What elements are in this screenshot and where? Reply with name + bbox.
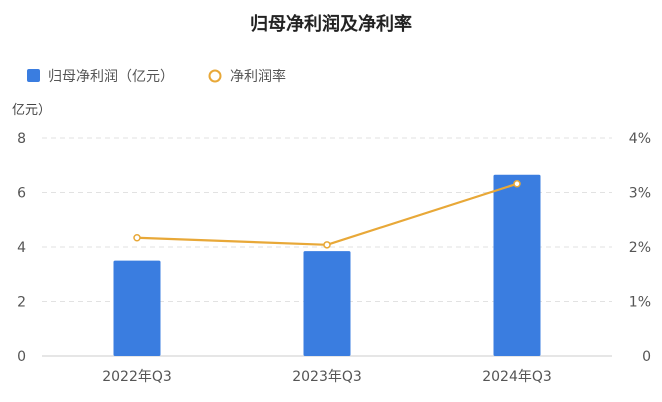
y-right-tick-label: 2% xyxy=(629,240,651,256)
y-left-tick-label: 6 xyxy=(17,186,26,202)
legend-swatch-bar xyxy=(27,69,40,82)
legend-swatch-line xyxy=(208,69,222,83)
x-tick-label: 2024年Q3 xyxy=(482,369,552,385)
y-right-tick-label: 4% xyxy=(629,131,651,147)
line-series xyxy=(133,180,521,249)
x-tick-label: 2023年Q3 xyxy=(292,369,362,385)
x-axis: 2022年Q3 2023年Q3 2024年Q3 xyxy=(102,369,552,385)
line-point xyxy=(323,241,331,249)
bar xyxy=(493,174,541,356)
legend: 归母净利润（亿元） 净利润率 xyxy=(27,68,286,85)
y-right-tick-label: 3% xyxy=(629,186,651,202)
legend-label-line: 净利润率 xyxy=(230,68,286,85)
y-left-tick-label: 2 xyxy=(17,295,26,311)
bar xyxy=(113,260,161,356)
line-point xyxy=(513,180,521,188)
y-left-tick-label: 4 xyxy=(17,240,26,256)
y-axis-unit: 亿元） xyxy=(12,103,51,118)
y-right-tick-label: 0 xyxy=(642,349,651,365)
bar xyxy=(303,251,351,356)
x-tick-label: 2022年Q3 xyxy=(102,369,172,385)
bar-series xyxy=(113,174,541,356)
y-right-tick-label: 1% xyxy=(629,295,651,311)
y-axis-right: 0 1% 2% 3% 4% xyxy=(629,131,651,365)
y-axis-left: 0 2 4 6 8 xyxy=(17,131,26,365)
y-left-tick-label: 8 xyxy=(17,131,26,147)
legend-label-bar: 归母净利润（亿元） xyxy=(48,68,174,85)
y-left-tick-label: 0 xyxy=(17,349,26,365)
line-point xyxy=(133,233,141,242)
chart-title: 归母净利润及净利率 xyxy=(250,13,412,35)
